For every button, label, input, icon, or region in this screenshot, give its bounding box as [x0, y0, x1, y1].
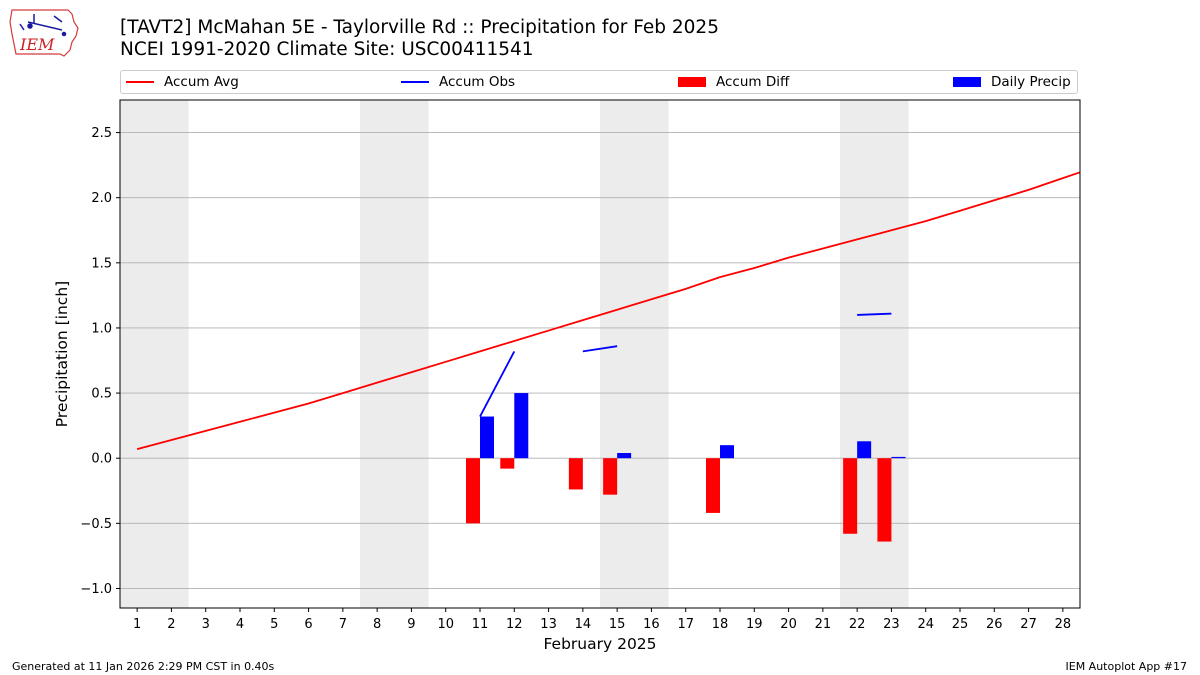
accum-diff-bar-day-15 — [603, 458, 618, 495]
legend-label-accum-avg: Accum Avg — [164, 74, 239, 90]
accum-diff-bar-day-22 — [843, 458, 858, 534]
weekend-band-4 — [840, 100, 909, 608]
weather-instruments-icon — [19, 14, 67, 37]
legend-item-daily-precip: Daily Precip — [953, 71, 1071, 93]
x-tick-label-17: 17 — [677, 617, 694, 632]
legend-swatch-daily-precip — [953, 77, 981, 87]
chart-legend: Accum Avg Accum Obs Accum Diff Daily Pre… — [120, 70, 1078, 94]
plot-frame — [119, 99, 1081, 609]
accum-obs-segment-3 — [857, 312, 892, 316]
x-tick-label-21: 21 — [815, 617, 832, 632]
chart-title-line2: NCEI 1991-2020 Climate Site: USC00411541 — [120, 39, 534, 60]
y-tick-label-5: 1.5 — [91, 256, 112, 271]
chart-title-line1: [TAVT2] McMahan 5E - Taylorville Rd :: P… — [120, 17, 719, 38]
y-tick-label-6: 2.0 — [91, 191, 112, 206]
iem-logo: IEM — [9, 9, 79, 57]
x-tick-label-10: 10 — [437, 617, 454, 632]
daily-precip-bar-day-12 — [514, 393, 529, 459]
x-tick-label-22: 22 — [849, 617, 866, 632]
legend-swatch-accum-diff — [678, 77, 706, 87]
x-tick-label-4: 4 — [236, 617, 244, 632]
x-tick-label-25: 25 — [952, 617, 969, 632]
x-tick-label-20: 20 — [780, 617, 797, 632]
x-axis-label: February 2025 — [543, 635, 656, 653]
accum-obs-segment-2 — [582, 345, 618, 353]
y-axis-label: Precipitation [inch] — [53, 281, 71, 427]
x-tick-label-1: 1 — [133, 617, 141, 632]
y-tick-label-2: 0.0 — [91, 452, 112, 467]
weekend-band-3 — [600, 100, 669, 608]
x-tick-label-7: 7 — [339, 617, 347, 632]
legend-swatch-accum-obs — [401, 81, 429, 83]
x-tick-label-18: 18 — [712, 617, 729, 632]
y-tick-label-3: 0.5 — [91, 387, 112, 402]
x-tick-label-27: 27 — [1020, 617, 1037, 632]
legend-label-daily-precip: Daily Precip — [991, 74, 1071, 90]
legend-label-accum-diff: Accum Diff — [716, 74, 790, 90]
daily-precip-bar-day-11 — [480, 416, 494, 459]
y-tick-label-1: −0.5 — [80, 517, 112, 532]
x-tick-label-5: 5 — [270, 617, 278, 632]
x-tick-label-14: 14 — [575, 617, 592, 632]
daily-precip-bar-day-15 — [617, 452, 632, 459]
legend-item-accum-diff: Accum Diff — [678, 71, 789, 93]
logo-text: IEM — [19, 35, 55, 54]
legend-item-accum-avg: Accum Avg — [126, 71, 239, 93]
accum-diff-bar-day-23 — [877, 458, 892, 542]
y-tick-label-0: −1.0 — [80, 582, 112, 597]
footer-app: IEM Autoplot App #17 — [1065, 660, 1188, 673]
y-tick-label-4: 1.0 — [91, 321, 112, 336]
accum-diff-bar-day-12 — [500, 458, 515, 469]
daily-precip-bar-day-18 — [720, 445, 734, 459]
daily-precip-bar-day-23 — [891, 456, 906, 459]
x-tick-label-16: 16 — [643, 617, 660, 632]
weekend-band-2 — [360, 100, 429, 608]
x-tick-label-6: 6 — [304, 617, 312, 632]
accum-obs-segment-1 — [479, 350, 516, 417]
x-tick-label-15: 15 — [609, 617, 626, 632]
x-tick-label-11: 11 — [472, 617, 489, 632]
x-tick-label-26: 26 — [986, 617, 1003, 632]
accum-diff-bar-day-14 — [568, 458, 583, 490]
x-tick-label-9: 9 — [407, 617, 415, 632]
x-tick-label-19: 19 — [746, 617, 763, 632]
x-tick-label-8: 8 — [373, 617, 381, 632]
x-tick-label-3: 3 — [202, 617, 210, 632]
x-tick-label-28: 28 — [1055, 617, 1072, 632]
x-tick-label-23: 23 — [883, 617, 900, 632]
legend-label-accum-obs: Accum Obs — [439, 74, 516, 90]
accum-diff-bar-day-18 — [706, 458, 720, 513]
accum-diff-bar-day-11 — [466, 458, 480, 524]
weekend-band-1 — [120, 100, 189, 608]
x-tick-label-13: 13 — [540, 617, 557, 632]
x-tick-label-2: 2 — [167, 617, 175, 632]
legend-item-accum-obs: Accum Obs — [401, 71, 515, 93]
x-tick-label-12: 12 — [506, 617, 523, 632]
y-tick-label-7: 2.5 — [91, 126, 112, 141]
legend-swatch-accum-avg — [126, 81, 154, 83]
footer-generated: Generated at 11 Jan 2026 2:29 PM CST in … — [12, 660, 275, 673]
accum-avg-line — [136, 171, 1081, 450]
daily-precip-bar-day-22 — [857, 441, 872, 459]
x-tick-label-24: 24 — [917, 617, 934, 632]
